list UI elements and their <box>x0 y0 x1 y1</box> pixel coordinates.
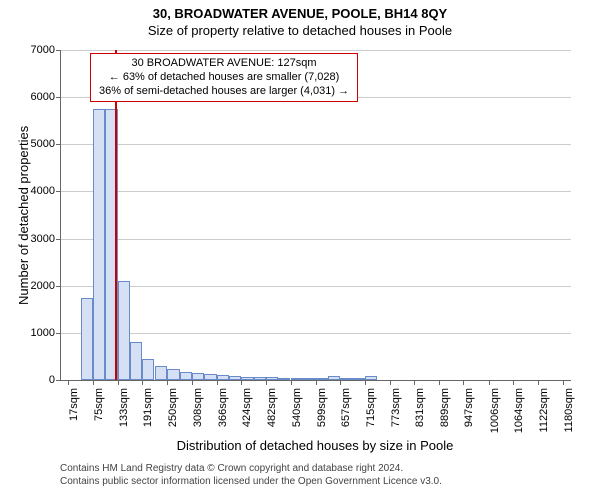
histogram-bar <box>204 374 216 380</box>
histogram-bar <box>192 373 204 380</box>
histogram-bar <box>353 378 365 380</box>
xtick-mark <box>167 380 168 385</box>
xtick-mark <box>266 380 267 385</box>
histogram-bar <box>328 376 340 380</box>
xtick-label: 1180sqm <box>563 388 575 432</box>
xtick-mark <box>463 380 464 385</box>
xtick-mark <box>192 380 193 385</box>
footer-attribution: Contains HM Land Registry data © Crown c… <box>60 462 442 488</box>
x-axis-label: Distribution of detached houses by size … <box>60 438 570 453</box>
histogram-bar <box>365 376 377 380</box>
annotation-box: 30 BROADWATER AVENUE: 127sqm ← 63% of de… <box>90 53 358 102</box>
xtick-label: 540sqm <box>291 388 303 427</box>
histogram-bar <box>142 359 154 380</box>
xtick-label: 947sqm <box>463 388 475 427</box>
xtick-mark <box>513 380 514 385</box>
xtick-label: 657sqm <box>340 388 352 427</box>
ytick-label: 2000 <box>31 280 61 292</box>
xtick-label: 599sqm <box>316 388 328 427</box>
ytick-label: 5000 <box>31 138 61 150</box>
xtick-mark <box>340 380 341 385</box>
xtick-label: 831sqm <box>414 388 426 427</box>
xtick-mark <box>563 380 564 385</box>
histogram-bar <box>241 377 253 380</box>
xtick-mark <box>316 380 317 385</box>
xtick-mark <box>489 380 490 385</box>
histogram-bar <box>155 366 167 380</box>
xtick-label: 1064sqm <box>513 388 525 433</box>
histogram-bar <box>130 342 142 380</box>
xtick-mark <box>142 380 143 385</box>
xtick-label: 191sqm <box>142 388 154 427</box>
annotation-line-2: ← 63% of detached houses are smaller (7,… <box>99 71 349 85</box>
xtick-label: 773sqm <box>390 388 402 427</box>
xtick-label: 17sqm <box>68 388 80 421</box>
xtick-label: 482sqm <box>266 388 278 427</box>
xtick-label: 75sqm <box>93 388 105 421</box>
xtick-mark <box>68 380 69 385</box>
histogram-bar <box>217 375 229 380</box>
histogram-bar <box>254 377 266 380</box>
ytick-label: 4000 <box>31 185 61 197</box>
xtick-mark <box>538 380 539 385</box>
histogram-bar <box>93 109 105 380</box>
xtick-mark <box>414 380 415 385</box>
annotation-line-3: 36% of semi-detached houses are larger (… <box>99 85 349 99</box>
chart-subtitle: Size of property relative to detached ho… <box>0 21 600 38</box>
histogram-bar <box>303 378 315 380</box>
xtick-label: 424sqm <box>241 388 253 427</box>
gridline <box>61 191 571 192</box>
xtick-label: 1122sqm <box>538 388 550 432</box>
histogram-bar <box>118 281 130 380</box>
xtick-mark <box>93 380 94 385</box>
xtick-label: 308sqm <box>192 388 204 427</box>
xtick-label: 366sqm <box>217 388 229 427</box>
xtick-mark <box>118 380 119 385</box>
ytick-label: 1000 <box>31 327 61 339</box>
histogram-bar <box>81 298 93 381</box>
xtick-mark <box>217 380 218 385</box>
gridline <box>61 239 571 240</box>
xtick-label: 250sqm <box>167 388 179 427</box>
histogram-bar <box>180 372 192 380</box>
footer-line-2: Contains public sector information licen… <box>60 475 442 488</box>
xtick-mark <box>439 380 440 385</box>
histogram-bar <box>316 378 328 380</box>
chart-title: 30, BROADWATER AVENUE, POOLE, BH14 8QY <box>0 0 600 21</box>
xtick-label: 889sqm <box>439 388 451 427</box>
histogram-bar <box>340 378 352 380</box>
xtick-label: 715sqm <box>365 388 377 427</box>
gridline <box>61 144 571 145</box>
gridline <box>61 333 571 334</box>
xtick-label: 133sqm <box>118 388 130 427</box>
xtick-mark <box>241 380 242 385</box>
histogram-bar <box>167 369 179 380</box>
y-axis-label: Number of detached properties <box>16 126 31 305</box>
histogram-bar <box>266 377 278 380</box>
xtick-mark <box>390 380 391 385</box>
xtick-mark <box>291 380 292 385</box>
histogram-bar <box>291 378 303 380</box>
gridline <box>61 50 571 51</box>
gridline <box>61 286 571 287</box>
ytick-label: 7000 <box>31 44 61 56</box>
ytick-label: 0 <box>49 374 61 386</box>
histogram-bar <box>278 378 290 380</box>
histogram-bar <box>229 376 241 380</box>
footer-line-1: Contains HM Land Registry data © Crown c… <box>60 462 442 475</box>
xtick-label: 1006sqm <box>489 388 501 433</box>
ytick-label: 3000 <box>31 233 61 245</box>
xtick-mark <box>365 380 366 385</box>
chart-container: 30, BROADWATER AVENUE, POOLE, BH14 8QY S… <box>0 0 600 500</box>
annotation-line-1: 30 BROADWATER AVENUE: 127sqm <box>99 57 349 71</box>
ytick-label: 6000 <box>31 91 61 103</box>
